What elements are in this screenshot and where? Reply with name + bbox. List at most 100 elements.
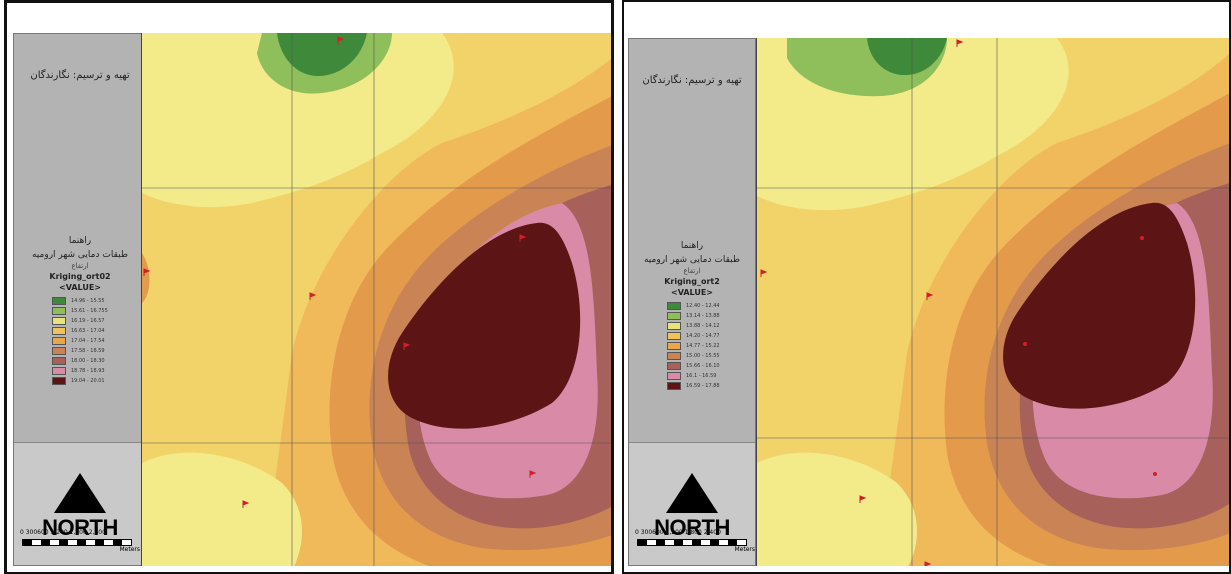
legend-items: 14.96 - 15.55 15.61 - 16.755 16.19 - 16.57… — [52, 296, 138, 385]
legend-small-label: ارتفاع — [683, 267, 701, 275]
legend-swatch — [667, 321, 681, 330]
legend-swatch — [667, 351, 681, 360]
zone-west-orange — [142, 253, 150, 303]
legend-swatch — [667, 381, 681, 390]
legend-range: 13.88 - 14.12 — [686, 322, 720, 329]
legend-swatch — [52, 336, 66, 345]
legend-range: 14.96 - 15.55 — [71, 297, 105, 304]
north-arrow-icon — [54, 473, 106, 513]
legend-item: 18.00 - 18.30 — [52, 356, 138, 365]
legend-swatch — [667, 361, 681, 370]
legend-item: 13.88 - 14.12 — [667, 321, 747, 330]
legend-item: 16.63 - 17.04 — [52, 326, 138, 335]
zone-green-dark — [867, 38, 947, 76]
graticule — [757, 38, 1229, 566]
legend-range: 13.14 - 13.88 — [686, 312, 720, 319]
legend-swatch — [52, 356, 66, 365]
legend-swatch — [52, 366, 66, 375]
legend-range: 14.20 - 14.77 — [686, 332, 720, 339]
legend-range: 19.04 - 20.01 — [71, 377, 105, 384]
legend-range: 18.00 - 18.30 — [71, 357, 105, 364]
legend-range: 18.78 - 18.93 — [71, 367, 105, 374]
scale-bar: 0 300600 1,200 1,800 2,400 Meters — [635, 529, 755, 557]
scale-unit: Meters — [734, 546, 755, 553]
legend-heading: راهنما — [680, 241, 704, 251]
scale-unit: Meters — [119, 546, 140, 553]
legend-range: 16.59 - 17.88 — [686, 382, 720, 389]
station-marker-icon — [956, 39, 964, 47]
map-panel-left: تهیه و ترسیم: نگارندگان راهنما طبقات دما… — [4, 0, 614, 574]
station-marker-icon — [403, 342, 411, 350]
station-marker-icon — [1153, 472, 1157, 476]
zone-green-dark — [277, 33, 367, 77]
legend-range: 16.63 - 17.04 — [71, 327, 105, 334]
scale-bar: 0 300600 1,200 1,800 2,400 Meters — [20, 529, 140, 557]
scale-labels: 0 300600 1,200 1,800 2,400 — [20, 529, 106, 536]
legend-item: 14.77 - 15.22 — [667, 341, 747, 350]
legend-range: 14.77 - 15.22 — [686, 342, 720, 349]
legend-heading: راهنما — [68, 236, 92, 246]
scale-bar-graphic — [22, 539, 132, 546]
legend-column: تهیه و ترسیم: نگارندگان راهنما طبقات دما… — [628, 38, 756, 566]
map-panel-right: تهیه و ترسیم: نگارندگان راهنما طبقات دما… — [622, 0, 1231, 574]
station-marker-icon — [519, 234, 527, 242]
legend-range: 15.61 - 16.755 — [71, 307, 108, 314]
legend-swatch — [667, 301, 681, 310]
legend-swatch — [52, 296, 66, 305]
legend-subheading: طبقات دمایی شهر ارومیه — [643, 255, 741, 265]
legend-swatch — [52, 316, 66, 325]
legend-credit: تهیه و ترسیم: نگارندگان — [642, 75, 742, 86]
legend-range: 12.40 - 12.44 — [686, 302, 720, 309]
legend-column: تهیه و ترسیم: نگارندگان راهنما طبقات دما… — [13, 33, 147, 566]
legend-range: 16.1 - 16.59 — [686, 372, 717, 379]
legend-item: 15.61 - 16.755 — [52, 306, 138, 315]
legend-range: 15.00 - 15.55 — [686, 352, 720, 359]
zone-maroon — [388, 222, 581, 429]
north-label: NORTH — [42, 515, 118, 540]
station-marker-icon — [924, 561, 932, 566]
legend-field: <VALUE> — [58, 283, 102, 292]
map-canvas — [141, 33, 611, 566]
legend-swatch — [667, 341, 681, 350]
zone-maroon — [1003, 202, 1196, 409]
legend-items: 12.40 - 12.44 13.14 - 13.88 13.88 - 14.12 1… — [667, 301, 747, 390]
legend: راهنما طبقات دمایی شهر ارومیه ارتفاع Kri… — [637, 239, 747, 391]
station-marker-icon — [859, 495, 867, 503]
zone-light-yellow-south — [142, 452, 302, 566]
station-marker-icon — [143, 268, 151, 276]
legend-item: 19.04 - 20.01 — [52, 376, 138, 385]
zone-light-yellow-south — [757, 452, 917, 566]
legend: راهنما طبقات دمایی شهر ارومیه ارتفاع Kri… — [22, 234, 138, 386]
north-label: NORTH — [654, 515, 730, 540]
legend-item: 17.04 - 17.54 — [52, 336, 138, 345]
station-marker-icon — [309, 292, 317, 300]
station-marker-icon — [242, 500, 250, 508]
north-arrow-icon — [666, 473, 718, 513]
station-marker-icon — [1023, 342, 1027, 346]
legend-range: 16.19 - 16.57 — [71, 317, 105, 324]
station-marker-icon — [1140, 236, 1144, 240]
scale-labels: 0 300600 1,200 1,800 2,400 — [635, 529, 721, 536]
north-arrow-box: NORTH 0 300600 1,200 1,800 2,400 Meters — [629, 442, 755, 565]
legend-swatch — [52, 346, 66, 355]
station-marker-icon — [926, 292, 934, 300]
legend-item: 16.59 - 17.88 — [667, 381, 747, 390]
legend-swatch — [52, 326, 66, 335]
station-marker-icon — [529, 470, 537, 478]
legend-item: 17.58 - 18.59 — [52, 346, 138, 355]
legend-item: 15.00 - 15.55 — [667, 351, 747, 360]
legend-swatch — [667, 331, 681, 340]
contour-map — [757, 38, 1229, 566]
contour-map — [142, 33, 611, 566]
legend-item: 16.1 - 16.59 — [667, 371, 747, 380]
legend-item: 12.40 - 12.44 — [667, 301, 747, 310]
station-markers — [760, 39, 1157, 566]
zone-light-yellow — [142, 33, 454, 208]
legend-small-label: ارتفاع — [71, 262, 89, 270]
legend-swatch — [667, 371, 681, 380]
scale-bar-graphic — [637, 539, 747, 546]
legend-item: 13.14 - 13.88 — [667, 311, 747, 320]
north-arrow-box: NORTH 0 300600 1,200 1,800 2,400 Meters — [14, 442, 146, 565]
legend-layer-name: Kriging_ort2 — [664, 277, 720, 286]
station-marker-icon — [760, 269, 768, 277]
